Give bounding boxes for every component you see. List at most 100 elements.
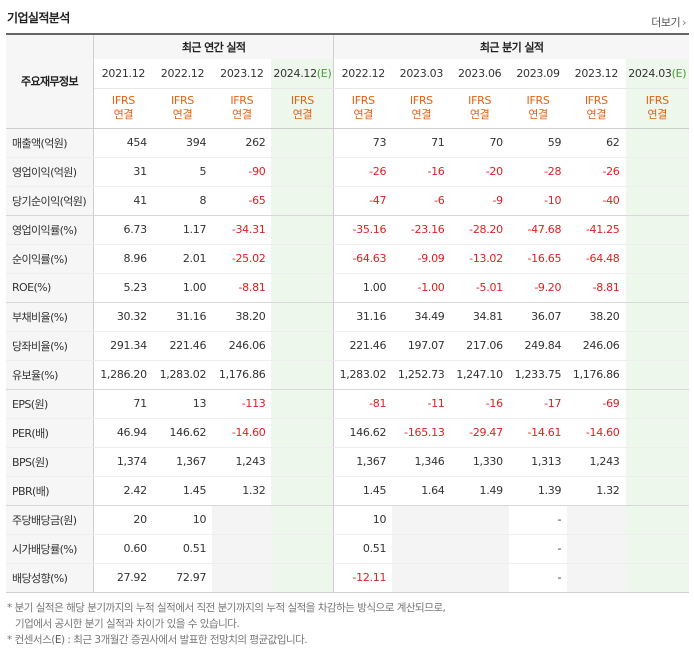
table-cell-annual xyxy=(271,418,335,448)
row-label: PBR(배) xyxy=(6,476,94,506)
row-label: 영업이익률(%) xyxy=(6,215,94,245)
row-label: 유보율(%) xyxy=(6,360,94,390)
standard-header-annual: IFRS 연결 xyxy=(153,88,212,128)
table-cell-quarter: 1,233.75 xyxy=(508,360,568,390)
footnote-1: * 분기 실적은 해당 분기까지의 누적 실적에서 직전 분기까지의 누적 실적… xyxy=(7,602,446,614)
table-cell-quarter: 146.62 xyxy=(333,418,393,448)
table-cell-quarter: 1.45 xyxy=(333,476,393,506)
row-label: 배당성향(%) xyxy=(6,563,94,593)
table-cell-quarter xyxy=(625,360,689,390)
consolidated-label: 연결 xyxy=(232,108,252,121)
table-cell-quarter: 1.39 xyxy=(508,476,568,506)
row-label: 시가배당률(%) xyxy=(6,534,94,564)
table-cell-quarter: 34.49 xyxy=(392,302,451,332)
table-cell-quarter: 70 xyxy=(450,128,509,158)
period-header-quarter: 2023.09 xyxy=(508,59,568,89)
table-cell-quarter: -16 xyxy=(450,389,509,419)
standard-header-quarter: IFRS 연결 xyxy=(567,88,625,128)
table-cell-annual xyxy=(271,302,335,332)
table-cell-annual xyxy=(271,505,335,535)
table-cell-quarter xyxy=(625,331,689,361)
consolidated-label: 연결 xyxy=(586,108,607,121)
table-cell-quarter xyxy=(625,186,689,216)
table-cell-quarter: 71 xyxy=(392,128,451,158)
table-cell-annual: 41 xyxy=(93,186,153,216)
table-row: 당좌비율(%) 291.34 221.46 246.06 221.46 197.07 217… xyxy=(6,331,689,361)
table-cell-annual: -113 xyxy=(212,389,272,419)
table-row: 부채비율(%) 30.32 31.16 38.20 31.16 34.49 34.81 36.… xyxy=(6,302,689,332)
table-cell-quarter: 1,283.02 xyxy=(333,360,393,390)
table-cell-annual xyxy=(271,476,335,506)
table-cell-annual: -34.31 xyxy=(212,215,272,245)
table-cell-quarter xyxy=(625,302,689,332)
table-cell-quarter: -64.63 xyxy=(333,244,393,274)
table-cell-annual: 1.00 xyxy=(152,273,213,303)
table-cell-quarter: -9.20 xyxy=(508,273,568,303)
period-header-annual: 2021.12 xyxy=(93,59,153,89)
table-cell-annual: 72.97 xyxy=(152,563,213,593)
table-cell-annual: -25.02 xyxy=(212,244,272,274)
table-cell-quarter xyxy=(567,505,626,535)
table-cell-annual: 0.51 xyxy=(152,534,213,564)
table-row: PER(배) 46.94 146.62 -14.60 146.62 -165.13 -29.… xyxy=(6,418,689,448)
table-cell-annual: 10 xyxy=(152,505,213,535)
ifrs-label: IFRS xyxy=(351,94,375,107)
table-cell-quarter xyxy=(450,563,509,593)
table-cell-quarter: -47 xyxy=(333,186,393,216)
table-cell-quarter: -6 xyxy=(392,186,451,216)
table-cell-quarter: -29.47 xyxy=(450,418,509,448)
table-row: 순이익률(%) 8.96 2.01 -25.02 -64.63 -9.09 -13.02 -1… xyxy=(6,244,689,274)
row-label: 영업이익(억원) xyxy=(6,157,94,187)
table-cell-quarter: - xyxy=(508,563,568,593)
table-cell-quarter: -69 xyxy=(567,389,626,419)
consolidated-label: 연결 xyxy=(292,108,313,121)
table-cell-annual xyxy=(271,360,335,390)
table-cell-quarter: -26 xyxy=(333,157,393,187)
table-cell-quarter: -1.00 xyxy=(392,273,451,303)
standard-header-annual: IFRS 연결 xyxy=(271,88,335,128)
table-cell-quarter: 62 xyxy=(567,128,626,158)
table-row: 영업이익률(%) 6.73 1.17 -34.31 -35.16 -23.16 -28.20… xyxy=(6,215,689,245)
table-cell-quarter: 1,243 xyxy=(567,447,626,477)
table-cell-annual: 20 xyxy=(93,505,153,535)
period-header-quarter: 2023.03 xyxy=(392,59,451,89)
row-label: 당좌비율(%) xyxy=(6,331,94,361)
row-label: 부채비율(%) xyxy=(6,302,94,332)
ifrs-label: IFRS xyxy=(645,94,669,107)
table-cell-quarter: 217.06 xyxy=(450,331,509,361)
table-cell-annual xyxy=(271,186,335,216)
table-cell-annual xyxy=(271,128,335,158)
standard-header-quarter: IFRS 연결 xyxy=(509,88,567,128)
table-cell-quarter: -14.61 xyxy=(508,418,568,448)
table-cell-quarter: 10 xyxy=(333,505,393,535)
table-cell-quarter: 1,247.10 xyxy=(450,360,509,390)
table-cell-quarter: 249.84 xyxy=(508,331,568,361)
table-cell-annual xyxy=(271,331,335,361)
table-cell-annual xyxy=(271,534,335,564)
more-link[interactable]: 더보기 › xyxy=(651,14,686,30)
table-cell-quarter: -14.60 xyxy=(567,418,626,448)
table-cell-quarter: -40 xyxy=(567,186,626,216)
table-cell-quarter: 1,346 xyxy=(392,447,451,477)
table-cell-annual: 1,374 xyxy=(93,447,153,477)
table-cell-annual: 31 xyxy=(93,157,153,187)
table-cell-quarter xyxy=(567,563,626,593)
table-cell-quarter xyxy=(625,128,689,158)
table-cell-annual: 221.46 xyxy=(152,331,213,361)
table-cell-quarter: - xyxy=(508,534,568,564)
table-cell-annual: 8 xyxy=(152,186,213,216)
table-cell-quarter: 34.81 xyxy=(450,302,509,332)
table-row: 시가배당률(%) 0.60 0.51 0.51- xyxy=(6,534,689,564)
table-cell-quarter: -11 xyxy=(392,389,451,419)
period-header-quarter: 2024.03(E) xyxy=(625,59,689,89)
table-cell-quarter xyxy=(625,389,689,419)
section-title: 기업실적분석 xyxy=(7,11,70,25)
period-header-annual: 2022.12 xyxy=(152,59,213,89)
table-cell-quarter: -16.65 xyxy=(508,244,568,274)
table-cell-quarter xyxy=(625,447,689,477)
table-cell-annual: 5 xyxy=(152,157,213,187)
table-cell-annual: 394 xyxy=(152,128,213,158)
table-cell-annual xyxy=(271,273,335,303)
more-label: 더보기 xyxy=(651,16,681,29)
table-cell-annual: -65 xyxy=(212,186,272,216)
